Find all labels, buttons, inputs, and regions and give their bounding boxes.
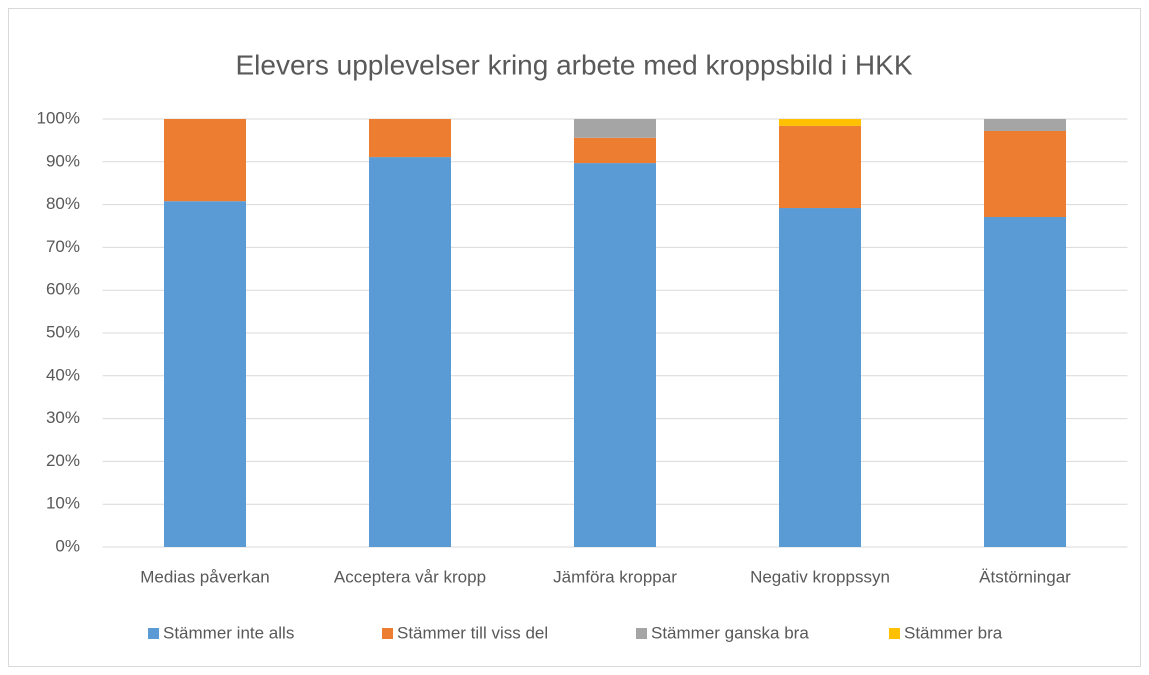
x-tick-label: Jämföra kroppar: [553, 567, 677, 586]
y-tick-label: 90%: [46, 151, 80, 170]
legend-label: Stämmer till viss del: [397, 623, 548, 642]
y-tick-label: 100%: [37, 108, 80, 127]
bar-segment: [779, 208, 861, 548]
y-tick-label: 70%: [46, 237, 80, 256]
legend-swatch: [636, 628, 647, 639]
bar-segment: [369, 119, 451, 158]
y-tick-label: 0%: [55, 536, 80, 555]
x-tick-label: Acceptera vår kropp: [334, 567, 486, 586]
legend-label: Stämmer bra: [904, 623, 1003, 642]
legend-swatch: [889, 628, 900, 639]
chart-title: Elevers upplevelser kring arbete med kro…: [236, 49, 913, 80]
bar-segment: [984, 119, 1066, 131]
bar-segment: [164, 119, 246, 202]
bar-segment: [574, 163, 656, 548]
y-tick-label: 40%: [46, 365, 80, 384]
bar-segment: [369, 157, 451, 548]
y-tick-label: 50%: [46, 322, 80, 341]
y-tick-label: 60%: [46, 280, 80, 299]
bar-segment: [779, 119, 861, 126]
bar-segment: [984, 217, 1066, 547]
x-tick-label: Ätstörningar: [979, 567, 1071, 586]
legend-swatch: [148, 628, 159, 639]
x-tick-label: Negativ kroppssyn: [750, 567, 890, 586]
legend-label: Stämmer inte alls: [163, 623, 294, 642]
bar-segment: [574, 119, 656, 138]
bar-segment: [574, 137, 656, 164]
y-tick-label: 80%: [46, 194, 80, 213]
y-tick-label: 10%: [46, 494, 80, 513]
y-tick-label: 30%: [46, 408, 80, 427]
bar-segment: [164, 201, 246, 547]
legend-swatch: [382, 628, 393, 639]
legend-label: Stämmer ganska bra: [651, 623, 809, 642]
x-tick-label: Medias påverkan: [140, 567, 269, 586]
bar-segment: [984, 130, 1066, 218]
y-tick-label: 20%: [46, 451, 80, 470]
bar-segment: [779, 125, 861, 209]
